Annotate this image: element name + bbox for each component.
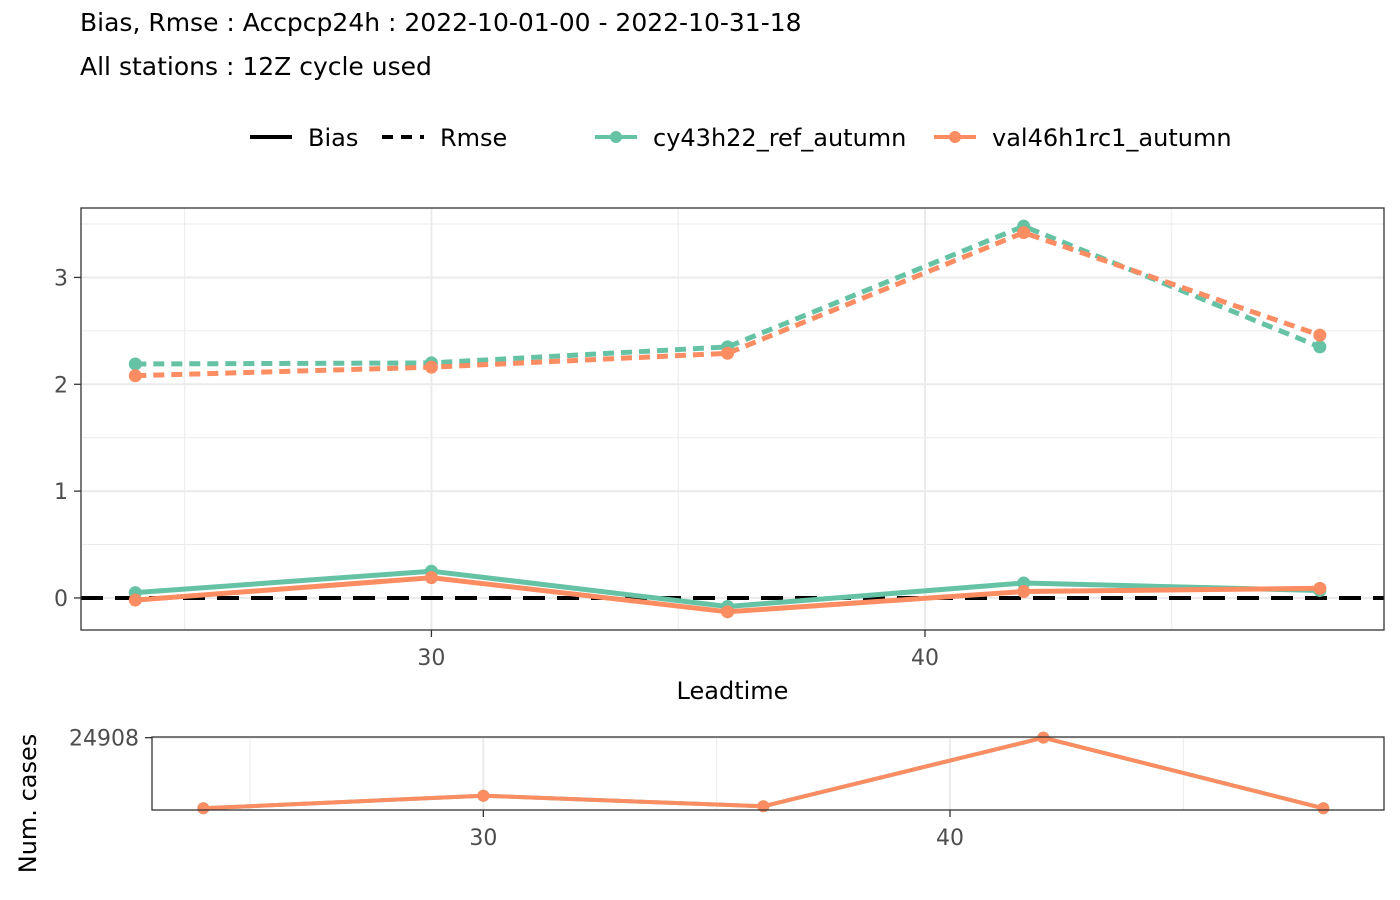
chart-subtitle: All stations : 12Z cycle used [80,52,432,81]
main-rmse-val46h1rc1-autumn-point [1313,328,1327,342]
legend-point-val46h1rc1-autumn [949,131,961,143]
count-val46h1rc1-autumn-point [1037,731,1050,744]
main-border [80,207,1385,631]
count-x-tick-label: 30 [469,826,497,851]
main-rmse-val46h1rc1-autumn-point [128,369,142,383]
main-y-tick-label: 1 [54,480,68,505]
count-y-tick-label: 24908 [69,727,139,752]
main-y-tick-label: 2 [54,373,68,398]
main-bias-val46h1rc1-autumn-point [721,605,735,619]
main-bias-val46h1rc1-autumn-point [424,571,438,585]
main-x-axis-title: Leadtime [677,677,789,705]
legend: Bias Rmse cy43h22_ref_autumn val46h1rc1_aut… [250,124,1232,152]
count-x-tick-label: 40 [936,826,964,851]
count-y-axis-title: Num. cases [14,734,42,873]
main-rmse-cy43h22-ref-autumn-point [128,357,142,371]
legend-label-rmse: Rmse [440,124,507,152]
main-rmse-val46h1rc1-autumn-point [721,346,735,360]
main-x-tick-label: 40 [911,646,939,671]
legend-label-cy43h22-ref-autumn: cy43h22_ref_autumn [653,124,906,152]
chart-title: Bias, Rmse : Accpcp24h : 2022-10-01-00 -… [80,8,802,37]
main-background [81,208,1384,630]
main-y-tick-label: 0 [54,587,68,612]
main-rmse-val46h1rc1-autumn-point [1017,226,1031,240]
main-bias-val46h1rc1-autumn-point [128,593,142,607]
main-y-tick-label: 3 [54,266,68,291]
count-val46h1rc1-autumn-point [1317,802,1330,815]
count-border [151,736,1385,811]
legend-label-val46h1rc1-autumn: val46h1rc1_autumn [992,124,1232,152]
legend-point-cy43h22-ref-autumn [610,131,622,143]
main-rmse-val46h1rc1-autumn-point [424,360,438,374]
main-bias-val46h1rc1-autumn-point [1017,585,1031,599]
main-panel: 30 40 0 1 2 3 Leadtime [54,207,1385,705]
num-cases-panel: 30 40 24908 Num. cases [14,727,1385,873]
count-val46h1rc1-autumn-point [477,789,490,802]
legend-label-bias: Bias [308,124,358,152]
main-bias-val46h1rc1-autumn-point [1313,581,1327,595]
main-rmse-val46h1rc1-autumn-line [135,230,1321,379]
main-x-tick-label: 30 [417,646,445,671]
main-rmse-cy43h22-ref-autumn-point [1313,340,1327,354]
count-val46h1rc1-autumn-point [197,802,210,815]
count-background [152,737,1384,810]
count-val46h1rc1-autumn-point [757,800,770,813]
